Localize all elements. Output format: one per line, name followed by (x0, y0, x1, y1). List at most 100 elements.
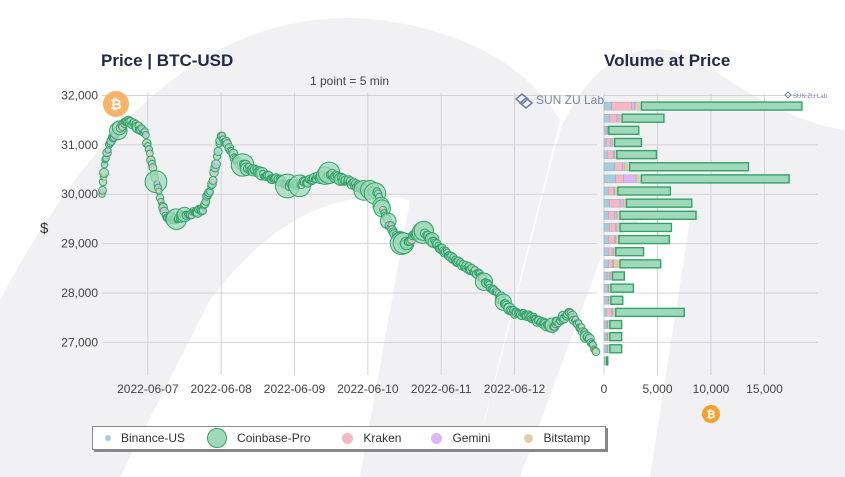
price-y-tick-label: 30,000 (61, 187, 98, 201)
price-point-gemini (388, 222, 393, 226)
volume-bar-coinbase-pro (609, 319, 623, 330)
volume-bar-coinbase-pro (615, 247, 645, 257)
volume-bar-coinbase-pro (619, 222, 673, 233)
volume-bar-gemini (623, 174, 637, 184)
legend-item-gemini[interactable]: Gemini (431, 431, 490, 445)
volume-bars (603, 101, 803, 366)
volume-bar-kraken (609, 223, 616, 232)
volume-bar-coinbase-pro (609, 331, 623, 342)
volume-bar-gemini (614, 211, 618, 220)
svg-text:₿: ₿ (707, 408, 716, 421)
price-x-tick-label: 2022-06-10 (337, 382, 399, 396)
volume-bar-kraken (615, 174, 624, 184)
volume-bar-kraken (608, 211, 615, 220)
price-point-bitstamp (593, 349, 598, 354)
price-y-tick-label: 32,000 (61, 88, 98, 102)
volume-bar-kraken (607, 271, 610, 281)
price-y-tick-label: 27,000 (61, 335, 98, 349)
volume-bar-bitstamp (613, 259, 621, 269)
price-point-binance-us (201, 208, 205, 213)
price-point-kraken (211, 179, 216, 183)
volume-bar-binance-us (603, 138, 607, 147)
volume-bar-kraken (608, 235, 615, 244)
volume-bar-coinbase-pro (608, 125, 640, 136)
volume-bar-gemini (621, 162, 625, 171)
legend-label: Kraken (363, 431, 402, 445)
volume-bar-coinbase-pro (628, 162, 750, 172)
price-point-gemini (587, 335, 592, 340)
volume-bar-binance-us (603, 211, 609, 220)
volume-bar-gemini (610, 138, 613, 147)
volume-bar-binance-us (603, 235, 609, 244)
legend-marker-gemini (431, 432, 443, 444)
price-point-gemini (573, 316, 578, 321)
sun-zu-lab-watermark-small: SUN ZU Lab (784, 91, 828, 100)
price-gridlines (102, 93, 597, 375)
volume-bar-binance-us (603, 247, 609, 256)
svg-text:SUN ZU Lab: SUN ZU Lab (793, 94, 828, 100)
legend-marker-binance-us (105, 435, 111, 441)
price-chart-title: Price | BTC-USD (101, 51, 234, 70)
legend-item-kraken[interactable]: Kraken (342, 431, 401, 445)
volume-bar-bitstamp (634, 101, 642, 111)
volume-bar-binance-us (603, 174, 616, 184)
legend-label: Gemini (452, 431, 491, 445)
price-y-tick-label: 28,000 (61, 286, 98, 300)
volume-x-tick-labels: 0 5,000 10,000 15,000 (601, 382, 784, 396)
legend-label: Binance-US (121, 431, 186, 445)
sun-zu-lab-watermark: SUN ZU Lab (514, 92, 604, 110)
volume-bar-binance-us (603, 283, 608, 293)
volume-bar-coinbase-pro (619, 259, 662, 269)
volume-bar-gemini (619, 198, 624, 208)
volume-bar-kraken (605, 138, 611, 147)
price-points (98, 115, 601, 357)
price-point-binance-us (146, 146, 151, 151)
volume-bar-coinbase-pro (625, 198, 693, 208)
price-point-binance-us (156, 184, 161, 189)
volume-bar-binance-us (603, 186, 609, 196)
volume-bar-coinbase-pro (610, 295, 624, 305)
price-point-kraken (410, 239, 414, 244)
volume-bar-kraken (611, 101, 633, 111)
volume-bar-binance-us (603, 344, 607, 353)
price-point-binance-us (215, 150, 219, 155)
volume-bar-kraken (609, 114, 618, 123)
price-point-gemini (100, 189, 104, 193)
volume-bar-gemini (631, 101, 636, 111)
volume-bar-binance-us (603, 259, 609, 269)
volume-bar-kraken (608, 259, 613, 269)
volume-x-tick-label: 5,000 (642, 382, 672, 396)
legend-item-coinbase-pro[interactable]: Coinbase-Pro (207, 428, 310, 448)
price-chart-subtitle: 1 point = 5 min (310, 74, 390, 88)
svg-text:SUN ZU Lab: SUN ZU Lab (536, 93, 604, 107)
volume-bar-coinbase-pro (619, 210, 697, 220)
legend-marker-kraken (342, 432, 354, 444)
price-x-tick-label: 2022-06-11 (411, 382, 472, 396)
volume-bar-bitstamp (624, 162, 630, 171)
volume-x-tick-label: 0 (601, 382, 608, 396)
volume-bar-kraken (607, 150, 614, 159)
price-point-gemini (144, 133, 148, 137)
price-y-axis-label: $ (40, 220, 49, 237)
legend-label: Coinbase-Pro (237, 431, 311, 445)
volume-bar-binance-us (603, 198, 610, 208)
volume-bar-coinbase-pro (621, 113, 665, 123)
price-y-tick-labels: 27,000 28,000 29,000 30,000 31,000 32,000 (61, 88, 98, 349)
price-x-tick-label: 2022-06-09 (264, 382, 326, 396)
volume-bar-kraken (608, 247, 613, 256)
volume-bar-binance-us (603, 308, 607, 317)
volume-bar-kraken (605, 308, 612, 317)
volume-bar-coinbase-pro (609, 344, 623, 354)
volume-bar-bitstamp (635, 174, 642, 184)
volume-bar-binance-us (603, 271, 608, 281)
price-point-bitstamp (156, 188, 161, 193)
price-point-bitstamp (147, 151, 151, 155)
price-point-gemini (214, 162, 219, 166)
volume-bar-coinbase-pro (611, 271, 626, 281)
legend-item-bitstamp[interactable]: Bitstamp (524, 431, 590, 445)
legend-item-binance-us[interactable]: Binance-US (105, 431, 185, 445)
volume-bar-coinbase-pro (605, 356, 609, 366)
volume-gridlines (603, 94, 818, 375)
